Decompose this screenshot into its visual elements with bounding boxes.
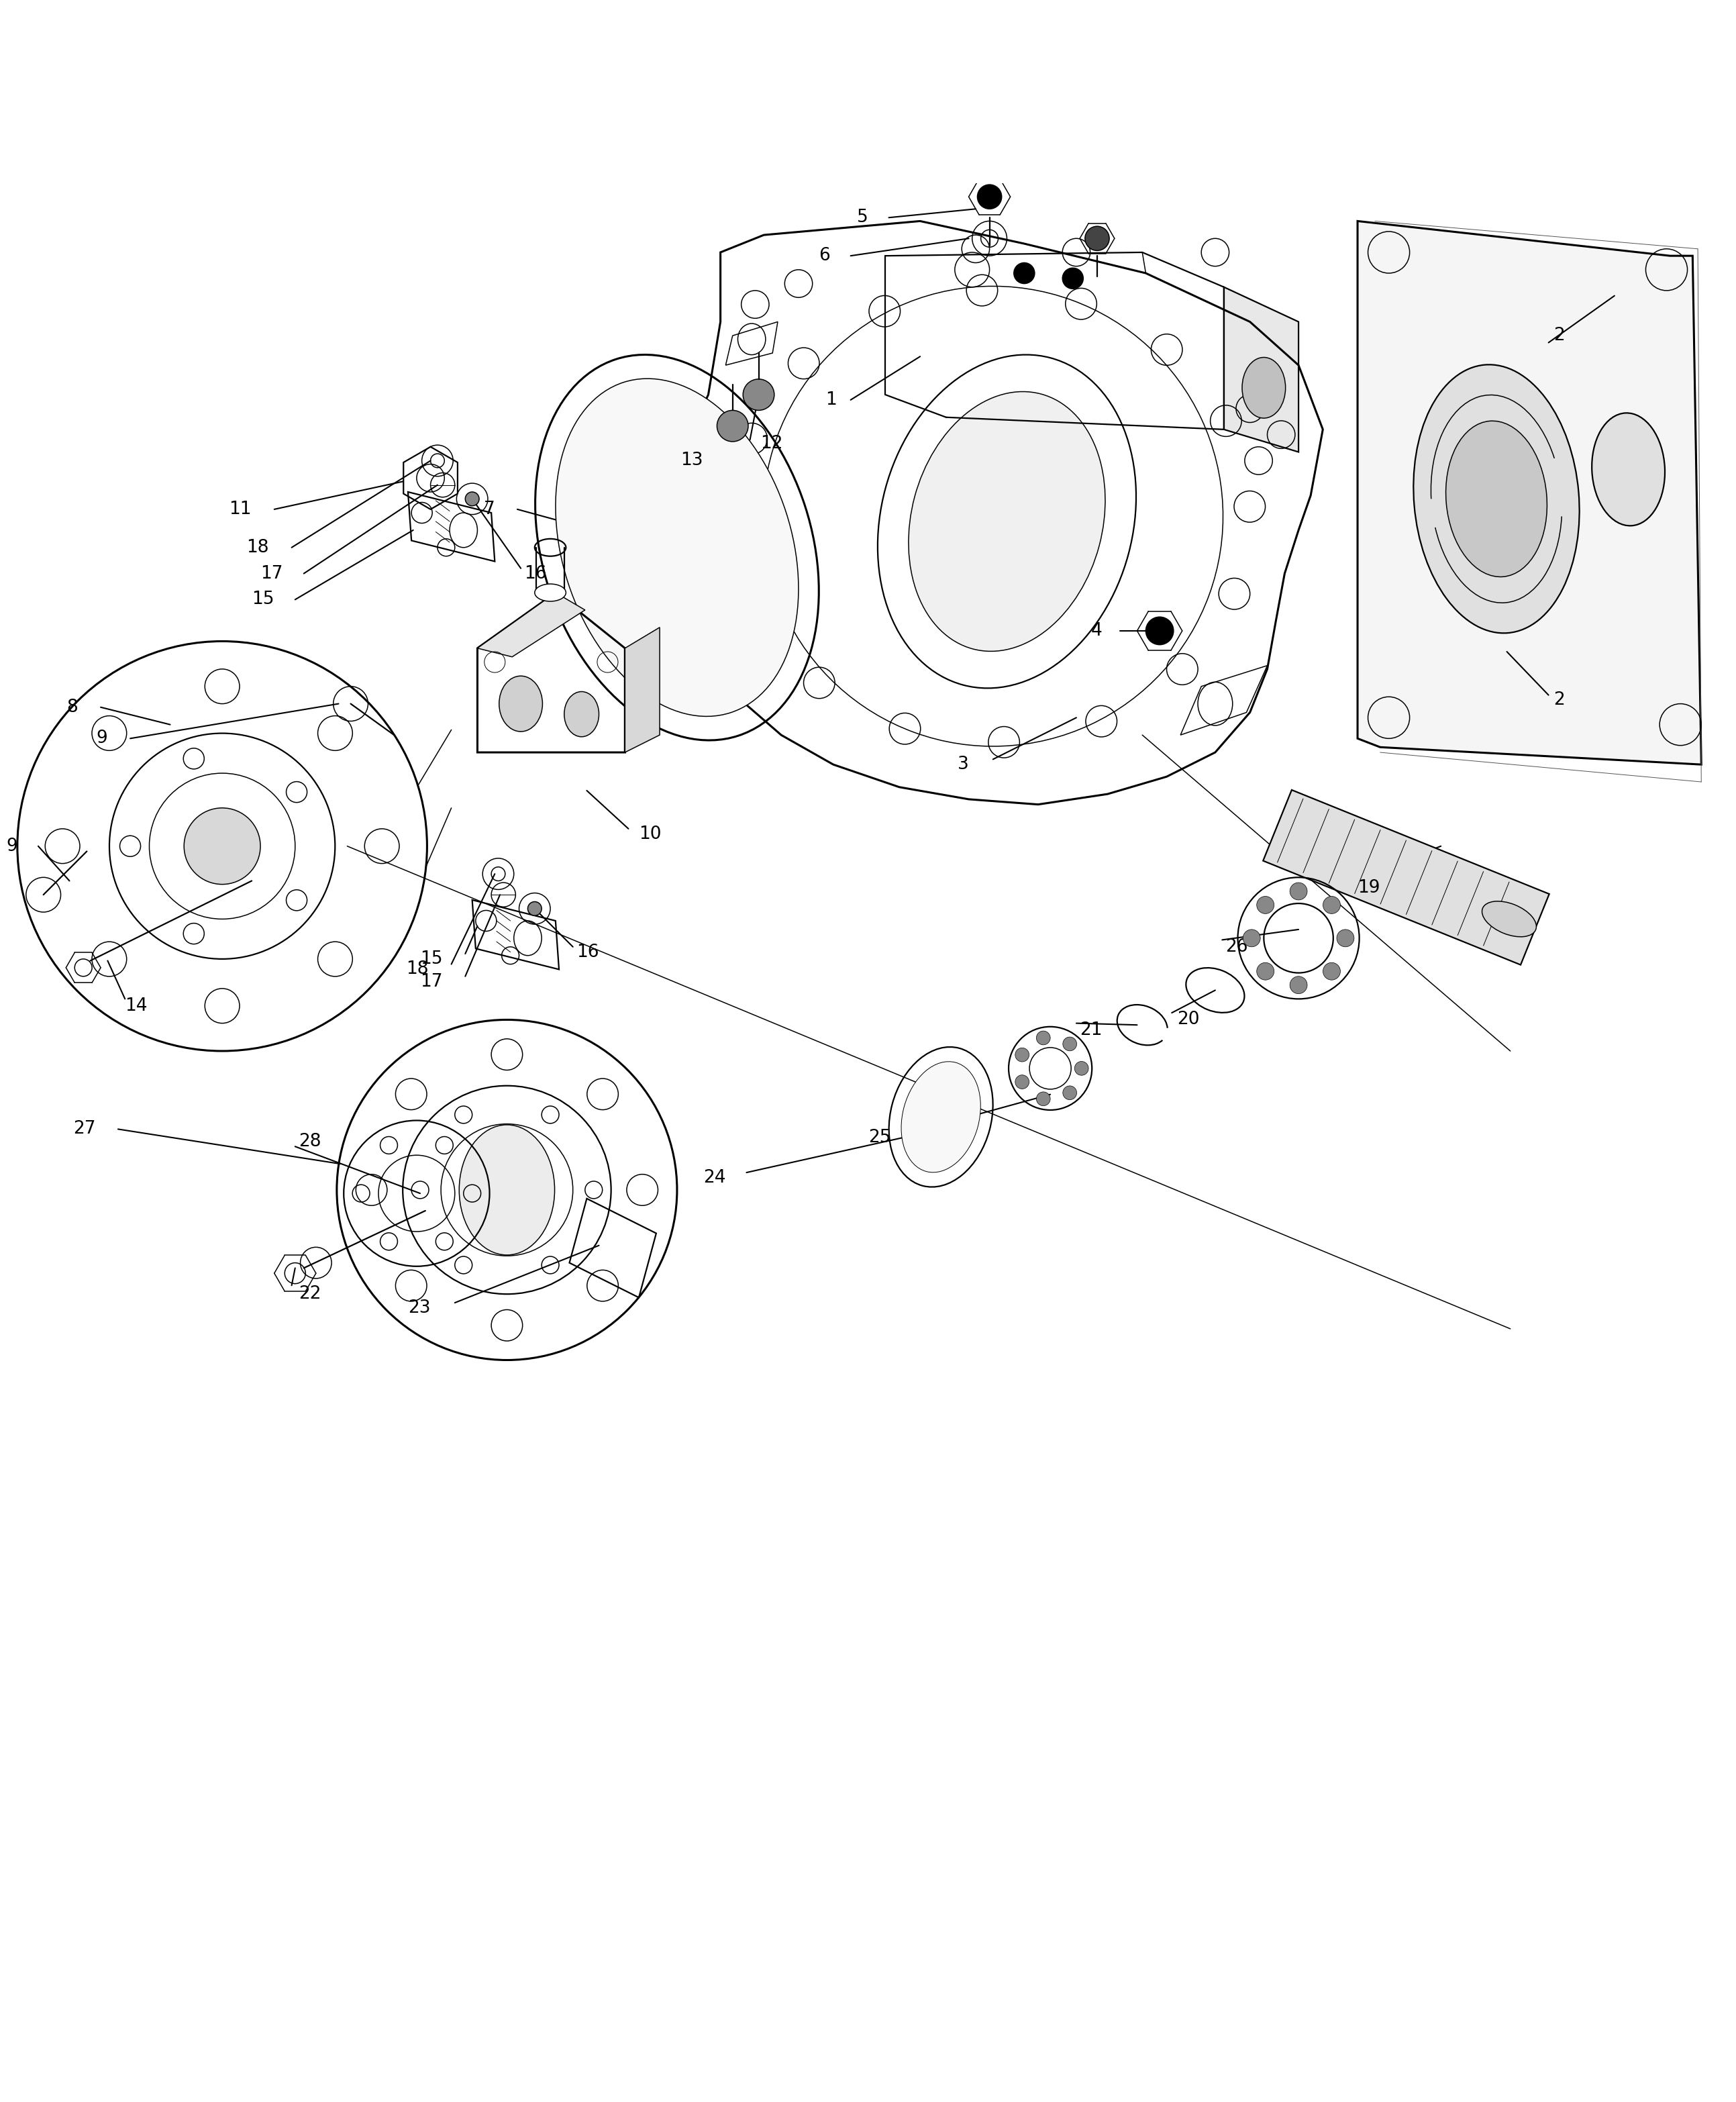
Circle shape bbox=[1257, 963, 1274, 980]
Text: 28: 28 bbox=[299, 1133, 321, 1150]
Circle shape bbox=[1016, 1049, 1029, 1062]
Ellipse shape bbox=[1592, 412, 1665, 526]
Text: 3: 3 bbox=[958, 757, 969, 774]
Text: 16: 16 bbox=[576, 944, 599, 961]
Text: 20: 20 bbox=[1177, 1011, 1200, 1028]
Circle shape bbox=[1146, 618, 1174, 645]
Text: 6: 6 bbox=[819, 248, 830, 265]
Ellipse shape bbox=[556, 378, 799, 717]
Text: 17: 17 bbox=[260, 565, 283, 582]
Text: 26: 26 bbox=[1226, 937, 1248, 956]
Text: 25: 25 bbox=[868, 1129, 891, 1146]
Text: 23: 23 bbox=[408, 1299, 431, 1316]
Circle shape bbox=[465, 492, 479, 507]
Text: 10: 10 bbox=[639, 826, 661, 843]
Polygon shape bbox=[625, 626, 660, 753]
Text: 17: 17 bbox=[420, 973, 443, 990]
Ellipse shape bbox=[1241, 357, 1285, 418]
Text: 2: 2 bbox=[1554, 328, 1564, 345]
Text: 27: 27 bbox=[73, 1120, 95, 1137]
Polygon shape bbox=[477, 593, 585, 658]
Text: 5: 5 bbox=[858, 208, 868, 227]
Ellipse shape bbox=[1446, 420, 1547, 576]
Text: 19: 19 bbox=[1358, 879, 1380, 898]
Circle shape bbox=[977, 185, 1002, 208]
Circle shape bbox=[1014, 263, 1035, 284]
Text: 11: 11 bbox=[229, 500, 252, 517]
Circle shape bbox=[717, 410, 748, 441]
Circle shape bbox=[1290, 975, 1307, 994]
Polygon shape bbox=[1358, 221, 1701, 765]
Circle shape bbox=[1257, 895, 1274, 914]
Text: 16: 16 bbox=[524, 565, 547, 582]
Ellipse shape bbox=[500, 677, 542, 731]
Text: 9: 9 bbox=[7, 837, 17, 856]
Text: 13: 13 bbox=[681, 452, 703, 469]
Circle shape bbox=[1062, 1087, 1076, 1099]
Circle shape bbox=[184, 807, 260, 885]
Text: 21: 21 bbox=[1080, 1022, 1102, 1038]
Circle shape bbox=[1290, 883, 1307, 900]
Ellipse shape bbox=[564, 692, 599, 736]
Text: 8: 8 bbox=[68, 698, 78, 717]
Text: 15: 15 bbox=[420, 950, 443, 967]
Text: 12: 12 bbox=[760, 435, 783, 452]
Circle shape bbox=[1085, 227, 1109, 250]
Ellipse shape bbox=[908, 391, 1106, 652]
Text: 9: 9 bbox=[97, 729, 108, 746]
Ellipse shape bbox=[535, 584, 566, 601]
Circle shape bbox=[1036, 1091, 1050, 1106]
Ellipse shape bbox=[458, 1125, 556, 1255]
Ellipse shape bbox=[1413, 364, 1580, 633]
Text: 18: 18 bbox=[406, 961, 429, 977]
Ellipse shape bbox=[901, 1062, 981, 1173]
Text: 14: 14 bbox=[125, 996, 148, 1015]
Polygon shape bbox=[1224, 288, 1299, 452]
Text: 7: 7 bbox=[484, 500, 495, 517]
Circle shape bbox=[1036, 1030, 1050, 1045]
Text: 2: 2 bbox=[1554, 692, 1564, 708]
Circle shape bbox=[1016, 1074, 1029, 1089]
Text: 1: 1 bbox=[826, 391, 837, 408]
Circle shape bbox=[528, 902, 542, 916]
Circle shape bbox=[1337, 929, 1354, 946]
Text: 24: 24 bbox=[703, 1169, 726, 1186]
Circle shape bbox=[1243, 929, 1260, 946]
Text: 15: 15 bbox=[252, 591, 274, 607]
Text: 18: 18 bbox=[247, 538, 269, 557]
Circle shape bbox=[743, 378, 774, 410]
Circle shape bbox=[1323, 895, 1340, 914]
Circle shape bbox=[1062, 267, 1083, 288]
Polygon shape bbox=[1264, 790, 1549, 965]
Circle shape bbox=[1323, 963, 1340, 980]
Circle shape bbox=[1062, 1036, 1076, 1051]
Text: 4: 4 bbox=[1092, 622, 1102, 639]
Text: 22: 22 bbox=[299, 1284, 321, 1303]
Circle shape bbox=[1075, 1062, 1088, 1076]
Ellipse shape bbox=[1483, 902, 1536, 937]
